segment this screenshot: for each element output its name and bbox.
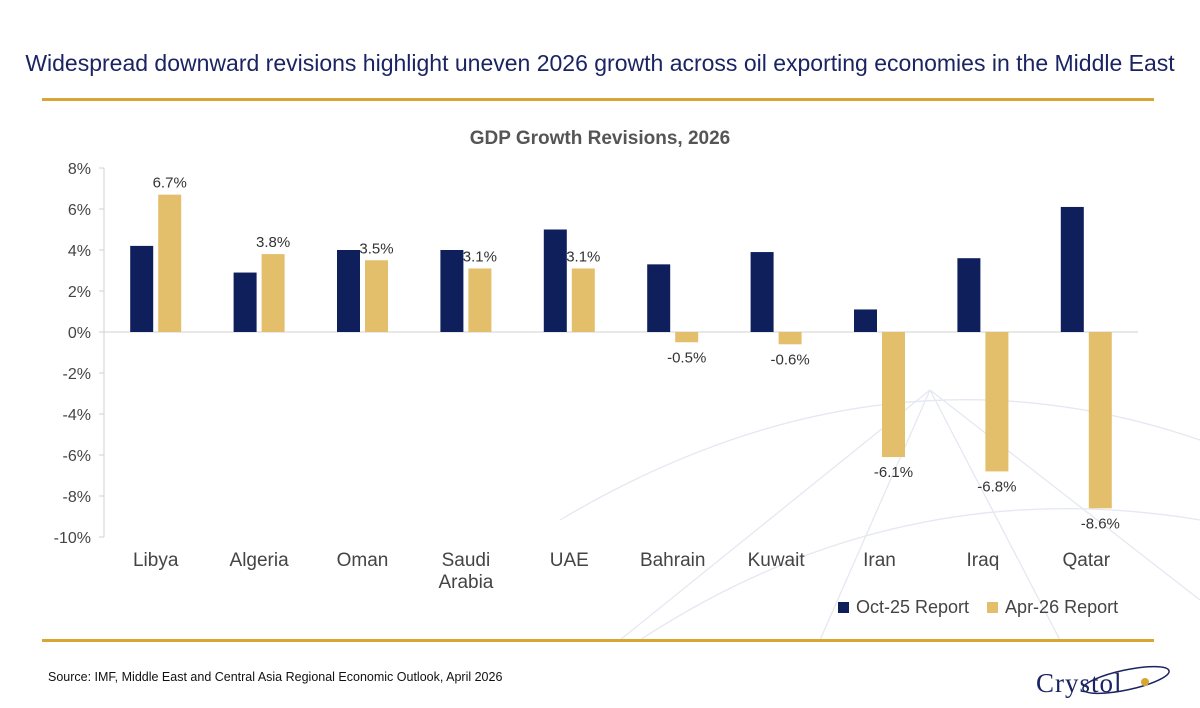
legend-item-oct25: Oct-25 Report	[838, 597, 969, 618]
y-tick-label: 0%	[68, 325, 91, 342]
watermark-line	[819, 389, 931, 641]
data-label: 3.1%	[463, 248, 497, 265]
bar-apr26	[882, 332, 905, 458]
legend-label-oct25: Oct-25 Report	[856, 596, 970, 617]
data-label: -8.6%	[1081, 515, 1120, 532]
top-divider	[42, 98, 1154, 101]
bar-apr26	[468, 268, 492, 332]
category-label: Libya	[133, 550, 179, 571]
bar-apr26	[261, 254, 285, 332]
y-tick-label: 4%	[68, 243, 91, 260]
chart-legend: Oct-25 Report Apr-26 Report	[838, 596, 1118, 618]
y-axis: 8% 6% 4% 2% 0% -2% -4% -6% -8% -10%	[54, 161, 1138, 547]
logo-text: Crystol	[1036, 668, 1123, 698]
y-tick-label: -4%	[63, 407, 91, 424]
y-tick-label: -10%	[54, 530, 91, 547]
bar-oct25	[543, 229, 567, 332]
category-label: Iran	[863, 550, 896, 571]
y-tick-label: 8%	[68, 161, 91, 178]
bars	[130, 194, 1112, 509]
bar-apr26	[365, 260, 388, 332]
chart-title: GDP Growth Revisions, 2026	[469, 128, 731, 149]
data-label: 3.1%	[566, 248, 600, 265]
page-headline: Widespread downward revisions highlight …	[25, 50, 1175, 76]
category-label: Saudi	[442, 550, 491, 571]
y-tick-label: 2%	[68, 284, 91, 301]
bar-oct25	[337, 250, 360, 332]
bar-oct25	[1060, 206, 1084, 332]
watermark-line	[929, 389, 1200, 601]
legend-swatch-apr26	[987, 601, 999, 613]
data-label: 6.7%	[153, 175, 187, 192]
data-label: -0.6%	[771, 351, 810, 368]
category-label: Algeria	[230, 550, 290, 571]
category-label: Kuwait	[748, 550, 806, 571]
bar-oct25	[130, 245, 154, 332]
y-tick-label: -2%	[63, 366, 91, 383]
bar-oct25	[854, 309, 877, 332]
category-label: Qatar	[1063, 550, 1111, 571]
data-label: -6.1%	[874, 464, 913, 481]
bar-oct25	[440, 250, 464, 332]
category-label: UAE	[550, 550, 589, 571]
data-labels: 6.7% 3.8% 3.5% 3.1% 3.1% -0.5% -0.6% -6.1% -6.8%…	[153, 175, 1120, 533]
bar-apr26	[571, 268, 595, 332]
data-label: -6.8%	[977, 478, 1016, 495]
legend-swatch-oct25	[838, 601, 849, 613]
category-label: Iraq	[967, 550, 1000, 571]
category-label: Bahrain	[640, 550, 706, 571]
bar-apr26	[1088, 332, 1112, 509]
data-label: 3.5%	[359, 240, 393, 257]
legend-label-apr26: Apr-26 Report	[1005, 596, 1119, 617]
source-note: Source: IMF, Middle East and Central Asi…	[48, 670, 503, 684]
bar-oct25	[750, 252, 774, 332]
bar-apr26	[158, 194, 182, 332]
category-label: Arabia	[438, 572, 493, 593]
y-tick-label: 6%	[68, 202, 91, 219]
logo-swoosh-icon	[1082, 665, 1170, 695]
bar-oct25	[233, 272, 257, 332]
bottom-divider	[42, 639, 1154, 642]
bar-apr26	[675, 332, 699, 343]
watermark-line	[619, 389, 931, 641]
bar-apr26	[985, 332, 1009, 472]
y-tick-label: -6%	[63, 448, 91, 465]
watermark-line	[929, 389, 1061, 641]
bar-apr26	[778, 332, 802, 345]
bar-oct25	[957, 258, 981, 332]
category-label: Oman	[337, 550, 389, 571]
legend-item-apr26: Apr-26 Report	[987, 597, 1118, 618]
watermark-line	[639, 508, 1200, 641]
y-tick-label: -8%	[63, 489, 91, 506]
data-label: 3.8%	[256, 234, 290, 251]
data-label: -0.5%	[667, 349, 706, 366]
bar-oct25	[647, 264, 671, 332]
crystol-logo: Crystol	[1030, 652, 1180, 702]
